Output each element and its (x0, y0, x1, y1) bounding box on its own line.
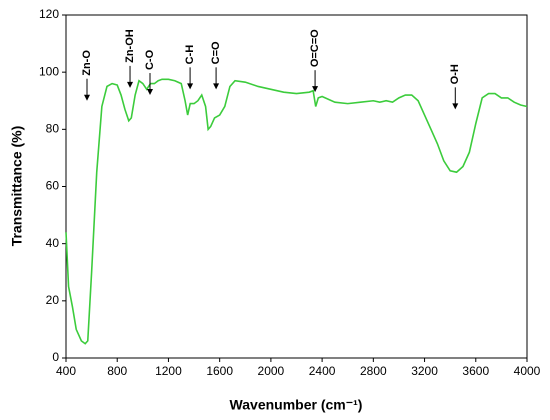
y-tick-label: 100 (39, 64, 59, 78)
spectrum-line (65, 78, 528, 345)
x-tick-label: 4000 (514, 364, 541, 378)
arrow-head (187, 83, 194, 90)
x-tick-label: 3600 (462, 364, 489, 378)
arrow-head (312, 86, 319, 93)
annotation-label: C-H (184, 45, 196, 65)
x-tick-label: 3200 (411, 364, 438, 378)
arrow-head (213, 83, 220, 90)
y-tick-label: 80 (46, 122, 60, 136)
y-tick-label: 60 (46, 179, 60, 193)
x-axis-title: Wavenumber (cm⁻¹) (230, 397, 363, 413)
annotation-label: Zn-O (81, 50, 93, 76)
arrow-head (147, 89, 154, 96)
x-tick-label: 2800 (360, 364, 387, 378)
y-tick-label: 20 (46, 293, 60, 307)
arrow-head (452, 103, 459, 110)
y-tick-label: 0 (52, 350, 59, 364)
annotation-label: Zn-OH (124, 29, 136, 63)
annotation-label: O-H (449, 64, 461, 84)
x-tick-label: 2400 (309, 364, 336, 378)
x-tick-label: 2000 (258, 364, 285, 378)
annotation-label: O=C=O (309, 29, 321, 67)
x-tick-label: 1200 (155, 364, 182, 378)
x-tick-label: 400 (56, 364, 76, 378)
x-tick-label: 800 (107, 364, 127, 378)
x-tick-label: 1600 (206, 364, 233, 378)
arrow-head (127, 81, 134, 88)
annotation-label: C-O (144, 49, 156, 70)
annotation-label: C=O (210, 41, 222, 64)
y-tick-label: 120 (39, 7, 59, 21)
y-axis-title: Transmittance (%) (9, 126, 25, 247)
arrow-head (84, 94, 91, 101)
y-tick-label: 40 (46, 236, 60, 250)
